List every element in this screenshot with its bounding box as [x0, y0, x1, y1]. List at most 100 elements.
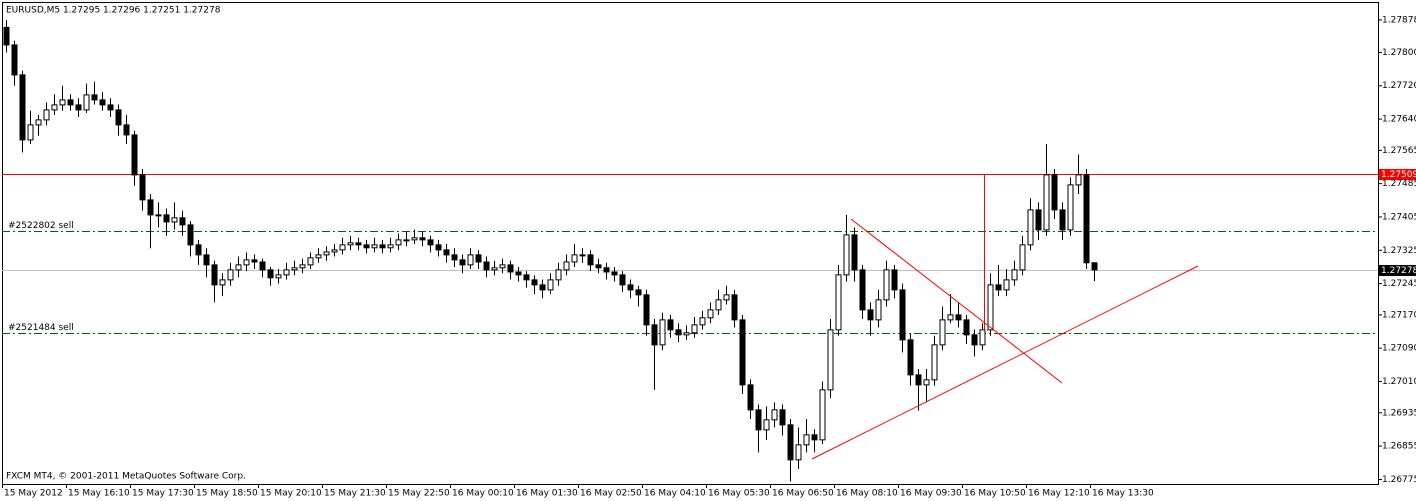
candle-body [427, 239, 434, 246]
level-name: #2521484 sell [8, 323, 74, 333]
x-tick-label: 16 May 08:10 [836, 489, 898, 499]
candle-body [91, 94, 98, 101]
x-tick-label: 15 May 22:50 [388, 489, 450, 499]
candle-body [443, 249, 450, 256]
candle-body [203, 254, 210, 266]
candle-body [555, 269, 562, 281]
footer: FXCM MT4, © 2001-2011 MetaQuotes Softwar… [6, 472, 246, 482]
x-tick-label: 15 May 20:10 [260, 489, 322, 499]
candle-body [491, 267, 498, 271]
candle-body [307, 257, 314, 266]
candle-body [971, 334, 978, 346]
candle-body [1043, 174, 1050, 231]
candle-body [899, 289, 906, 341]
candle-body [315, 254, 322, 259]
y-tick-label: 1.27565 [1382, 146, 1416, 156]
candle-body [595, 264, 602, 269]
y-tick-label: 1.27090 [1382, 344, 1416, 354]
candle-body [211, 264, 218, 286]
x-tick-label: 16 May 10:50 [964, 489, 1026, 499]
x-tick-label: 15 May 2012 [4, 489, 63, 499]
candle-body [531, 279, 538, 286]
candle-body [851, 234, 858, 271]
candle-body [939, 319, 946, 346]
candle-body [379, 244, 386, 249]
candle-body [827, 329, 834, 391]
axes: 1.27878 1.27800 1.27720 1.27640 1.27565 1.274… [2, 15, 1416, 499]
candle-body [331, 249, 338, 253]
y-tick-label: 1.27800 [1382, 48, 1416, 58]
candle-body [723, 294, 730, 301]
candle-body [651, 324, 658, 346]
candle-body [411, 237, 418, 241]
candle-body [947, 314, 954, 321]
candle-body [619, 274, 626, 286]
candle-body [691, 324, 698, 334]
candle-body [1075, 174, 1082, 186]
levels: #2522802 sell #2521484 sell 1.27509 1.27278 [2, 169, 1416, 334]
x-tick-label: 16 May 13:30 [1092, 489, 1154, 499]
candle-body [131, 134, 138, 176]
candle-body [355, 242, 362, 246]
candle-body [611, 271, 618, 276]
candle-body [659, 319, 666, 346]
candle-body [11, 44, 18, 76]
candle-body [811, 434, 818, 441]
price-box-label: 1.27278 [1381, 266, 1416, 276]
candle-body [3, 26, 10, 46]
candle-body [243, 259, 250, 266]
candle-body [547, 279, 554, 291]
candle-body [539, 284, 546, 291]
candle-body [731, 294, 738, 321]
candle-body [387, 244, 394, 249]
trend-line [850, 218, 1063, 384]
candle-body [603, 267, 610, 273]
x-tick-label: 15 May 16:10 [68, 489, 130, 499]
x-tick-label: 15 May 17:30 [132, 489, 194, 499]
drawings [811, 175, 1199, 460]
candle-body [515, 271, 522, 276]
candle-body [235, 264, 242, 271]
candle-body [755, 409, 762, 431]
candle-body [195, 244, 202, 256]
candle-body [1019, 244, 1026, 271]
candle-body [587, 254, 594, 266]
candle-body [155, 214, 162, 217]
candle-body [571, 254, 578, 263]
candle-body [299, 264, 306, 269]
candle-body [403, 239, 410, 242]
candle-body [467, 254, 474, 266]
candle-body [99, 99, 106, 106]
candle-body [163, 214, 170, 223]
candle-body [955, 314, 962, 321]
x-tick-label: 16 May 06:50 [772, 489, 834, 499]
candle-body [1091, 262, 1098, 271]
x-tick-label: 16 May 09:30 [900, 489, 962, 499]
candle-body [283, 269, 290, 276]
x-tick-label: 15 May 18:50 [196, 489, 258, 499]
candle-body [1003, 279, 1010, 291]
candle-body [187, 224, 194, 246]
candle-body [771, 409, 778, 421]
candle-body [1059, 209, 1066, 231]
candle-body [51, 104, 58, 111]
candle-body [27, 124, 34, 141]
x-tick-label: 16 May 02:50 [580, 489, 642, 499]
y-tick-label: 1.27325 [1382, 246, 1416, 256]
candle-body [419, 237, 426, 241]
candle-body [75, 104, 82, 111]
x-tick-label: 16 May 12:10 [1028, 489, 1090, 499]
candle-body [915, 374, 922, 386]
y-tick-label: 1.26935 [1382, 408, 1416, 418]
candle-body [779, 409, 786, 426]
candle-body [835, 274, 842, 331]
candle-body [459, 259, 466, 266]
candle-body [891, 269, 898, 291]
candle-body [35, 119, 42, 126]
candle-body [859, 269, 866, 311]
candle-body [275, 274, 282, 279]
trend-line [811, 265, 1199, 460]
candle-body [683, 332, 690, 336]
candles [3, 19, 1098, 482]
